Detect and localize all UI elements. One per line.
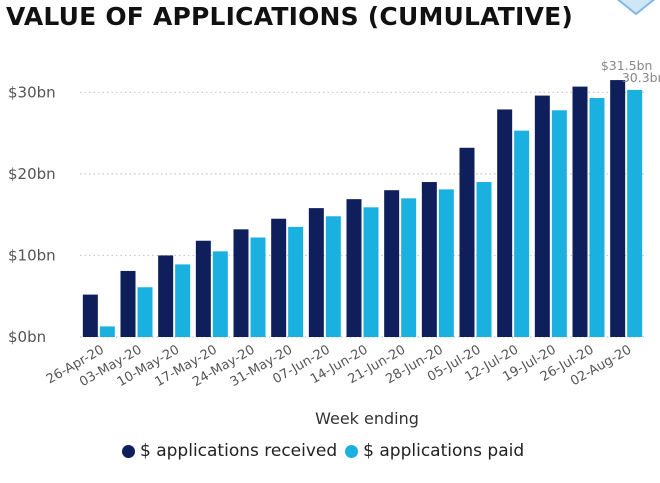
bar-received[interactable]: [233, 229, 249, 337]
bar-paid[interactable]: [175, 264, 191, 337]
legend-label-received: $ applications received: [140, 441, 338, 461]
bar-received[interactable]: [534, 95, 550, 337]
bar-paid[interactable]: [325, 216, 341, 337]
bar-received[interactable]: [308, 208, 324, 337]
drill-down-icon[interactable]: [612, 0, 660, 16]
data-label: $31.5bn: [601, 58, 653, 73]
bar-paid[interactable]: [250, 237, 266, 337]
bar-received[interactable]: [346, 199, 362, 337]
bar-received[interactable]: [195, 240, 211, 337]
bar-paid[interactable]: [137, 287, 153, 337]
bar-paid[interactable]: [438, 189, 454, 337]
bar-received[interactable]: [82, 294, 98, 337]
bar-paid[interactable]: [99, 326, 115, 337]
bar-paid[interactable]: [476, 182, 492, 337]
legend-item-paid[interactable]: $ applications paid: [345, 441, 524, 461]
bar-paid[interactable]: [514, 130, 530, 337]
y-tick-label: $30bn: [8, 83, 56, 101]
bar-paid[interactable]: [627, 89, 643, 337]
data-label: 30.3bn: [622, 70, 660, 85]
y-tick-label: $0bn: [8, 328, 46, 346]
bar-received[interactable]: [384, 190, 400, 337]
y-axis: $0bn $10bn $20bn $30bn: [8, 83, 56, 346]
x-axis: 26-Apr-2003-May-2010-May-2017-May-2024-M…: [44, 342, 634, 390]
bar-received[interactable]: [271, 218, 287, 337]
bar-received[interactable]: [497, 109, 513, 337]
legend: $ applications received $ applications p…: [122, 441, 532, 461]
bar-received[interactable]: [421, 182, 437, 337]
legend-marker-paid: [345, 444, 359, 458]
bar-paid[interactable]: [551, 110, 567, 337]
chart-title: VALUE OF APPLICATIONS (CUMULATIVE): [6, 2, 573, 31]
legend-item-received[interactable]: $ applications received: [122, 441, 337, 461]
bar-paid[interactable]: [212, 251, 228, 337]
legend-marker-received: [122, 444, 135, 458]
bar-paid[interactable]: [589, 98, 605, 337]
x-axis-label: Week ending: [315, 409, 419, 428]
bar-paid[interactable]: [401, 198, 417, 337]
bar-received[interactable]: [610, 80, 626, 337]
bar-received[interactable]: [120, 270, 136, 337]
bar-paid[interactable]: [288, 226, 304, 337]
y-tick-label: $20bn: [8, 165, 56, 183]
bar-received[interactable]: [459, 147, 475, 337]
bar-paid[interactable]: [363, 207, 379, 337]
bars: [82, 80, 643, 338]
bar-received[interactable]: [572, 86, 588, 338]
y-tick-label: $10bn: [8, 246, 56, 264]
legend-label-paid: $ applications paid: [363, 441, 525, 461]
bar-received[interactable]: [158, 255, 174, 337]
